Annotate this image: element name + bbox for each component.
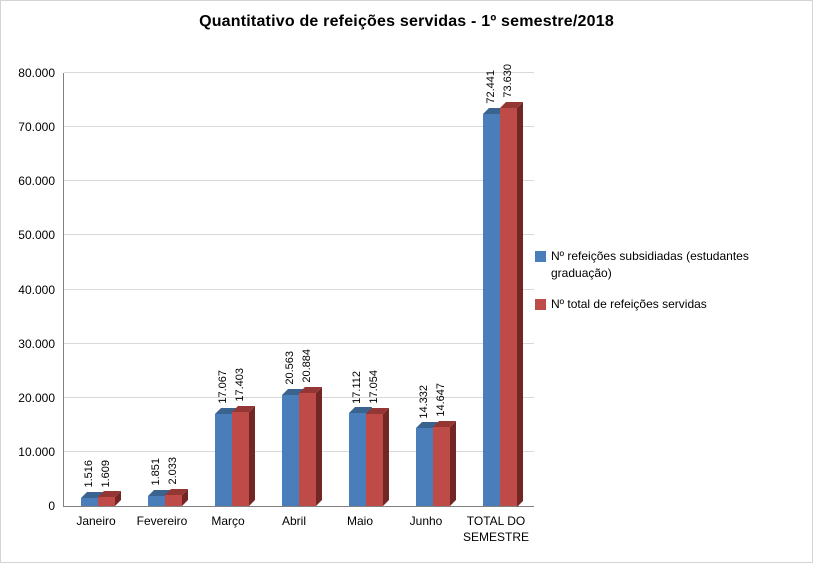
bar-subsidiadas-fevereiro	[147, 496, 165, 506]
bar-subsidiadas-janeiro	[80, 497, 98, 506]
data-label: 17.054	[368, 370, 381, 404]
bar-group-fevereiro: 1.851 2.033	[147, 457, 182, 506]
data-label: 20.884	[300, 349, 313, 383]
legend-swatch-red	[535, 298, 546, 310]
data-label: 14.647	[435, 383, 448, 417]
bar-group-abril: 20.563 20.884	[281, 349, 316, 506]
bar-total-total-semestre	[500, 107, 518, 506]
bar-group-junho: 14.332 14.647	[416, 383, 451, 506]
x-axis-labels: Janeiro Fevereiro Março Abril Maio Junho…	[63, 514, 533, 545]
data-label: 1.609	[99, 459, 112, 488]
legend-label: Nº total de refeições servidas	[551, 296, 707, 311]
bar-group-marco: 17.067 17.403	[214, 368, 249, 506]
y-tick-label: 80.000	[18, 66, 55, 80]
legend-swatch-blue	[535, 251, 546, 262]
x-tick-label: Fevereiro	[136, 514, 188, 528]
legend-label: Nº refeições subsidiadas (estudantes gra…	[551, 249, 749, 281]
bar-column: 14.647	[433, 383, 451, 506]
chart-title: Quantitativo de refeições servidas - 1º …	[199, 13, 614, 30]
data-label: 20.563	[283, 351, 296, 385]
legend-item-subsidiadas: Nº refeições subsidiadas (estudantes gra…	[535, 248, 809, 283]
x-tick-label: Junho	[409, 514, 443, 528]
bar-column: 1.516	[80, 460, 98, 506]
y-tick-label: 30.000	[18, 336, 55, 351]
y-tick-label: 60.000	[18, 174, 55, 189]
bar-subsidiadas-total-semestre	[483, 113, 501, 506]
bar-total-marco	[231, 411, 249, 506]
data-label: 72.441	[485, 70, 498, 104]
y-tick-label: 50.000	[18, 228, 55, 243]
legend-item-total: Nº total de refeições servidas	[535, 296, 809, 313]
gridline	[64, 342, 534, 344]
x-tick-label: Maio	[346, 514, 373, 528]
gridline	[64, 234, 534, 236]
bar-subsidiadas-junho	[416, 428, 434, 506]
bar-column: 17.067	[214, 369, 232, 506]
bar-column: 73.630	[500, 63, 518, 506]
x-tick-label: Março	[211, 514, 245, 528]
data-label: 2.033	[166, 457, 179, 485]
bar-total-abril	[298, 393, 316, 506]
x-tick-label: Janeiro	[76, 514, 116, 528]
legend: Nº refeições subsidiadas (estudantes gra…	[535, 248, 809, 326]
bar-subsidiadas-marco	[214, 413, 232, 506]
x-tick-label: Abril	[281, 514, 306, 528]
data-label: 1.516	[82, 460, 95, 488]
gridline	[64, 288, 534, 290]
data-label: 1.851	[149, 458, 162, 486]
data-label: 17.112	[351, 370, 364, 404]
bar-groups: 1.516 1.609 1.851 2.033	[64, 64, 534, 506]
data-label: 17.403	[233, 368, 246, 402]
bar-column: 1.609	[97, 459, 115, 506]
bar-column: 20.563	[281, 351, 299, 506]
y-tick-label: 40.000	[18, 282, 55, 297]
data-label: 14.332	[418, 384, 431, 419]
bar-column: 17.054	[366, 370, 384, 506]
bar-column: 17.112	[349, 370, 367, 506]
bar-total-junho	[433, 426, 451, 506]
x-tick-label: TOTAL DO SEMESTRE	[463, 514, 530, 544]
bar-total-fevereiro	[164, 495, 182, 506]
y-tick-label: 70.000	[18, 120, 55, 135]
gridline	[64, 126, 534, 128]
data-label: 73.630	[502, 63, 515, 98]
bar-group-total-semestre: 72.441 73.630	[483, 63, 518, 506]
data-label: 17.067	[216, 369, 229, 404]
bar-column: 72.441	[483, 70, 501, 506]
bar-subsidiadas-abril	[281, 394, 299, 506]
bar-subsidiadas-maio	[349, 413, 367, 506]
bar-column: 20.884	[298, 349, 316, 506]
gridline	[64, 72, 534, 73]
bar-group-maio: 17.112 17.054	[349, 370, 384, 506]
y-axis-labels: 0 10.000 20.000 30.000 40.000 50.000 60.000 70.…	[1, 66, 55, 513]
bar-column: 14.332	[416, 384, 434, 506]
gridline	[64, 180, 534, 182]
y-tick-label: 10.000	[18, 444, 55, 459]
bar-group-janeiro: 1.516 1.609	[80, 459, 115, 506]
bar-total-janeiro	[97, 497, 115, 506]
plot-area: 1.516 1.609 1.851 2.033	[63, 64, 534, 507]
bar-column: 2.033	[164, 457, 182, 506]
bar-total-maio	[366, 413, 384, 506]
bar-column: 17.403	[231, 368, 249, 506]
y-tick-label: 0	[48, 499, 55, 513]
bar-column: 1.851	[147, 458, 165, 506]
y-tick-label: 20.000	[18, 390, 55, 405]
